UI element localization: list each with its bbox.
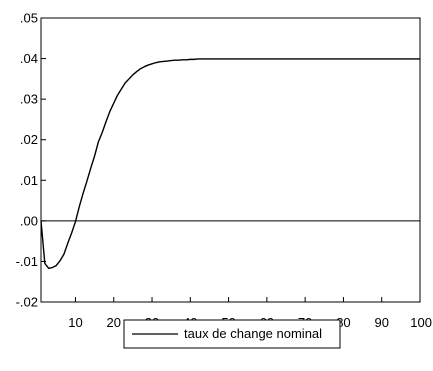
y-tick-label: .05 xyxy=(20,11,38,26)
legend: taux de change nominal xyxy=(123,319,341,349)
legend-label: taux de change nominal xyxy=(184,326,322,341)
x-tick-label: 10 xyxy=(68,315,82,330)
y-tick-labels: -.02 -.01 .00 .01 .02 .03 .04 .05 xyxy=(16,11,38,310)
y-tick-label: .03 xyxy=(20,92,38,107)
y-tick-label: .01 xyxy=(20,173,38,188)
plot-layer xyxy=(40,17,421,303)
y-tick-label: .04 xyxy=(20,51,38,66)
y-tick-label: -.01 xyxy=(16,254,38,269)
y-tick-label: .00 xyxy=(20,213,38,228)
x-tick-label: 20 xyxy=(107,315,121,330)
y-tick-label: -.02 xyxy=(16,295,38,310)
y-tick-label: .02 xyxy=(20,132,38,147)
x-tick-label: 100 xyxy=(410,315,432,330)
x-tick-label: 90 xyxy=(374,315,388,330)
series-line xyxy=(40,58,420,270)
plot-frame xyxy=(40,17,421,303)
